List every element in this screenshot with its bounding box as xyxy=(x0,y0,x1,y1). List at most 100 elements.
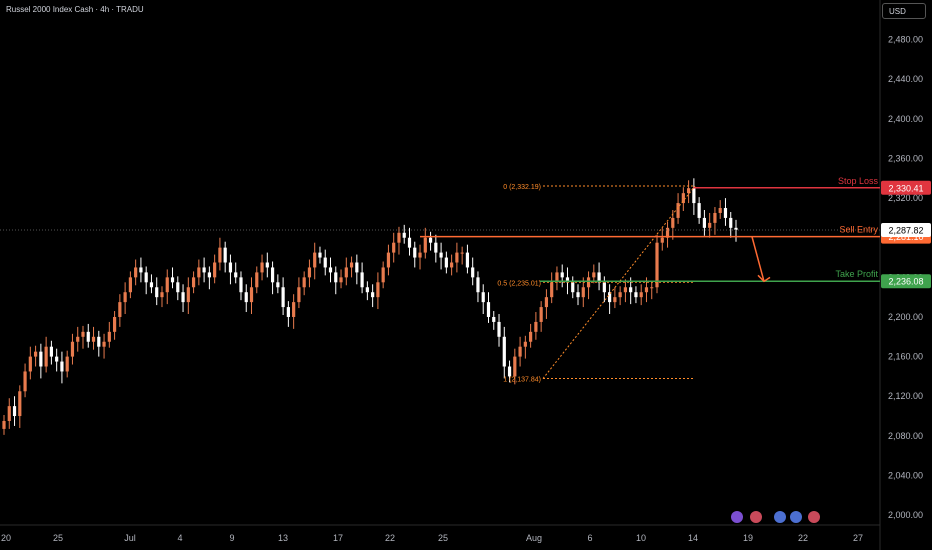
candle-body xyxy=(497,321,501,337)
y-tick-label: 2,160.00 xyxy=(888,352,923,362)
candle-body xyxy=(513,356,517,377)
candle-body xyxy=(265,262,269,268)
candle-body xyxy=(33,351,38,357)
x-tick-label: 9 xyxy=(229,533,234,543)
candle-body xyxy=(439,252,443,258)
event-marker-icon xyxy=(731,511,743,523)
candle-body xyxy=(565,277,570,283)
fib-level-label: 0.5 (2,235.01) xyxy=(497,280,541,287)
y-tick-label: 2,040.00 xyxy=(888,470,923,480)
candle-body xyxy=(718,208,722,213)
x-tick-label: 4 xyxy=(177,533,182,543)
candle-body xyxy=(360,272,364,288)
candle-body xyxy=(118,302,122,317)
candle-body xyxy=(49,346,53,357)
x-tick-label: 20 xyxy=(1,533,11,543)
fib-level-label: 1 (2,137.84) xyxy=(503,377,541,384)
y-tick-label: 2,120.00 xyxy=(888,391,923,401)
candle-body xyxy=(91,336,96,342)
candle-body xyxy=(197,267,201,278)
candle-body xyxy=(681,193,685,204)
candle-body xyxy=(28,356,32,372)
candle-body xyxy=(355,262,359,273)
candle-body xyxy=(76,336,80,342)
candle-body xyxy=(155,287,159,298)
candle-body xyxy=(581,287,585,298)
candle-body xyxy=(191,277,196,288)
current-price-box xyxy=(881,222,931,237)
candle-body xyxy=(676,203,680,218)
candle-body xyxy=(518,346,522,357)
candle-body xyxy=(86,331,90,342)
x-tick-label: 22 xyxy=(385,533,395,543)
candle-body xyxy=(39,351,43,367)
candle-body xyxy=(618,292,622,298)
candle-body xyxy=(723,208,728,218)
candle-body xyxy=(492,316,496,322)
projection-arrow xyxy=(751,236,765,282)
candle-body xyxy=(202,267,206,273)
candle-body xyxy=(608,292,612,303)
candle-body xyxy=(244,292,248,303)
candle-body xyxy=(397,232,401,243)
candle-body xyxy=(471,267,475,278)
fib-trend-line xyxy=(542,185,696,379)
level-name: Sell Entry xyxy=(839,225,878,235)
candle-body xyxy=(213,262,217,278)
candle-body xyxy=(255,272,259,288)
y-tick-label: 2,080.00 xyxy=(888,431,923,441)
x-tick-label: 25 xyxy=(438,533,448,543)
candle-body xyxy=(671,217,675,228)
candle-body xyxy=(434,242,438,253)
candle-body xyxy=(623,287,628,293)
candle-body xyxy=(12,406,17,417)
candle-body xyxy=(529,331,533,342)
candle-body xyxy=(571,282,575,293)
candle-body xyxy=(207,272,211,278)
candle-body xyxy=(60,361,64,372)
candle-body xyxy=(81,331,85,337)
event-marker-icon xyxy=(750,511,762,523)
candle-body xyxy=(313,252,317,268)
candle-body xyxy=(650,287,654,289)
candle-body xyxy=(655,242,659,288)
candle-body xyxy=(218,247,222,263)
candle-body xyxy=(186,287,190,303)
candle-body xyxy=(428,237,433,243)
candle-body xyxy=(44,346,48,367)
currency-button[interactable]: USD xyxy=(882,3,926,19)
candle-body xyxy=(260,262,264,273)
candle-body xyxy=(134,267,138,278)
event-marker-icon xyxy=(808,511,820,523)
candle-body xyxy=(107,331,111,342)
candle-body xyxy=(7,406,11,421)
candle-body xyxy=(629,287,633,293)
candle-body xyxy=(407,237,412,248)
candle-body xyxy=(302,277,306,288)
candle-body xyxy=(165,277,169,293)
candle-body xyxy=(123,292,127,303)
price-label-box xyxy=(881,180,931,195)
candle-body xyxy=(544,297,549,308)
candle-body xyxy=(328,267,333,273)
candle-body xyxy=(97,336,101,347)
level-name: Take Profit xyxy=(835,269,878,279)
candle-body xyxy=(423,237,427,253)
candle-body xyxy=(334,272,338,283)
x-tick-label: 25 xyxy=(53,533,63,543)
candle-body xyxy=(392,242,396,253)
candle-body xyxy=(276,282,280,288)
candle-body xyxy=(729,217,733,228)
event-marker-icon xyxy=(790,511,802,523)
candle-body xyxy=(18,391,22,417)
candle-body xyxy=(70,341,75,357)
candle-body xyxy=(386,252,391,268)
fib-level-label: 0 (2,332.19) xyxy=(503,184,541,191)
candle-body xyxy=(371,292,375,298)
y-tick-label: 2,200.00 xyxy=(888,312,923,322)
chart-title: Russel 2000 Index Cash · 4h · TRADU xyxy=(6,5,144,14)
x-tick-label: 13 xyxy=(278,533,288,543)
candle-body xyxy=(465,252,470,268)
candle-body xyxy=(734,227,738,230)
